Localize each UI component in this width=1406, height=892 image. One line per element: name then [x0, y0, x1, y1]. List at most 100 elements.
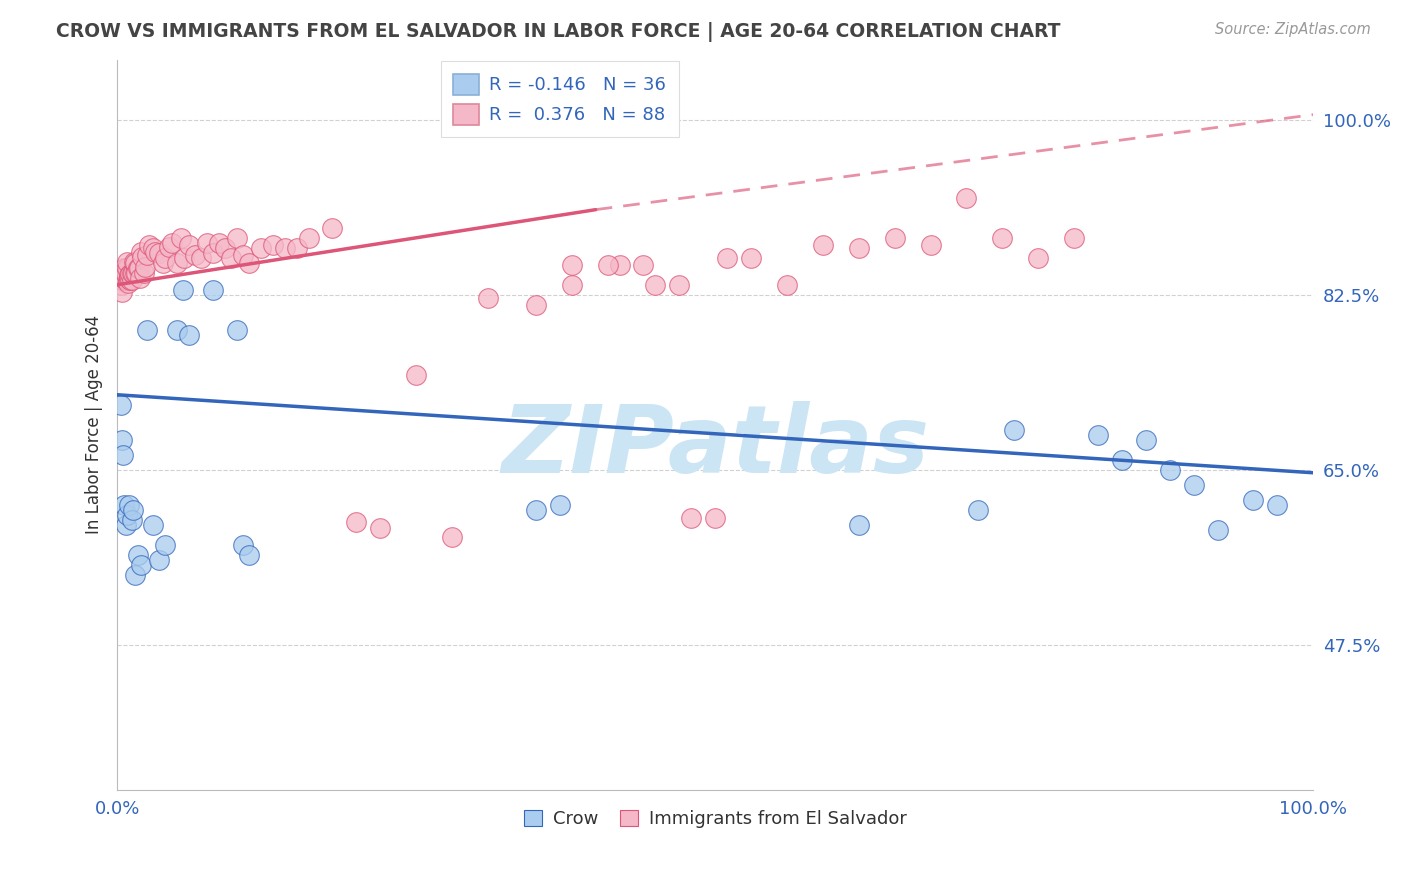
Point	[134, 260, 156, 274]
Point	[138, 237, 160, 252]
Point	[321, 220, 343, 235]
Point	[142, 241, 165, 255]
Text: CROW VS IMMIGRANTS FROM EL SALVADOR IN LABOR FORCE | AGE 20-64 CORRELATION CHART: CROW VS IMMIGRANTS FROM EL SALVADOR IN L…	[56, 22, 1060, 42]
Point	[121, 266, 143, 280]
Point	[208, 235, 231, 250]
Point	[172, 283, 194, 297]
Point	[219, 251, 242, 265]
Point	[1159, 463, 1181, 477]
Point	[115, 508, 138, 522]
Point	[166, 323, 188, 337]
Point	[111, 285, 134, 299]
Point	[297, 230, 319, 244]
Point	[131, 250, 153, 264]
Point	[124, 266, 146, 280]
Point	[136, 323, 159, 337]
Point	[1182, 477, 1205, 491]
Point	[225, 323, 247, 337]
Point	[477, 291, 499, 305]
Point	[524, 298, 547, 312]
Point	[111, 433, 134, 447]
Point	[112, 270, 135, 285]
Point	[561, 258, 583, 272]
Point	[225, 230, 247, 244]
Point	[112, 260, 135, 275]
Point	[811, 237, 834, 252]
Point	[112, 265, 135, 279]
Point	[121, 266, 143, 280]
Point	[148, 553, 170, 567]
Point	[920, 237, 942, 252]
Point	[955, 191, 977, 205]
Point	[1002, 423, 1025, 437]
Point	[633, 258, 655, 272]
Text: Source: ZipAtlas.com: Source: ZipAtlas.com	[1215, 22, 1371, 37]
Point	[118, 271, 141, 285]
Point	[115, 254, 138, 268]
Point	[1267, 498, 1289, 512]
Point	[214, 241, 236, 255]
Point	[110, 398, 132, 412]
Point	[609, 258, 631, 272]
Point	[249, 241, 271, 255]
Point	[548, 498, 571, 512]
Point	[238, 255, 260, 269]
Point	[596, 258, 619, 272]
Point	[681, 510, 703, 524]
Point	[128, 260, 150, 275]
Point	[184, 248, 207, 262]
Point	[169, 230, 191, 244]
Point	[142, 517, 165, 532]
Point	[121, 503, 143, 517]
Point	[704, 510, 727, 524]
Point	[1135, 433, 1157, 447]
Point	[120, 273, 142, 287]
Legend: Crow, Immigrants from El Salvador: Crow, Immigrants from El Salvador	[516, 803, 914, 836]
Point	[129, 558, 152, 572]
Point	[129, 244, 152, 259]
Point	[1063, 230, 1085, 244]
Point	[776, 277, 799, 292]
Point	[120, 267, 142, 281]
Point	[441, 530, 464, 544]
Point	[110, 262, 132, 277]
Point	[127, 548, 149, 562]
Point	[166, 255, 188, 269]
Point	[118, 498, 141, 512]
Point	[1206, 523, 1229, 537]
Point	[111, 273, 134, 287]
Point	[524, 503, 547, 517]
Point	[114, 273, 136, 287]
Point	[121, 273, 143, 287]
Point	[132, 266, 155, 280]
Point	[108, 268, 131, 282]
Point	[124, 255, 146, 269]
Point	[145, 244, 167, 259]
Point	[848, 241, 870, 255]
Point	[117, 273, 139, 287]
Point	[112, 448, 135, 462]
Point	[177, 237, 200, 252]
Point	[195, 235, 218, 250]
Point	[129, 270, 152, 285]
Point	[114, 267, 136, 281]
Point	[117, 276, 139, 290]
Text: ZIPatlas: ZIPatlas	[501, 401, 929, 492]
Point	[136, 248, 159, 262]
Point	[112, 268, 135, 282]
Point	[991, 230, 1014, 244]
Point	[967, 503, 990, 517]
Point	[153, 251, 176, 265]
Point	[740, 251, 762, 265]
Point	[232, 538, 254, 552]
Point	[561, 277, 583, 292]
Point	[110, 277, 132, 292]
Point	[232, 248, 254, 262]
Point	[848, 517, 870, 532]
Point	[114, 517, 136, 532]
Point	[124, 567, 146, 582]
Point	[1026, 251, 1049, 265]
Point	[1243, 492, 1265, 507]
Point	[121, 513, 143, 527]
Point	[160, 235, 183, 250]
